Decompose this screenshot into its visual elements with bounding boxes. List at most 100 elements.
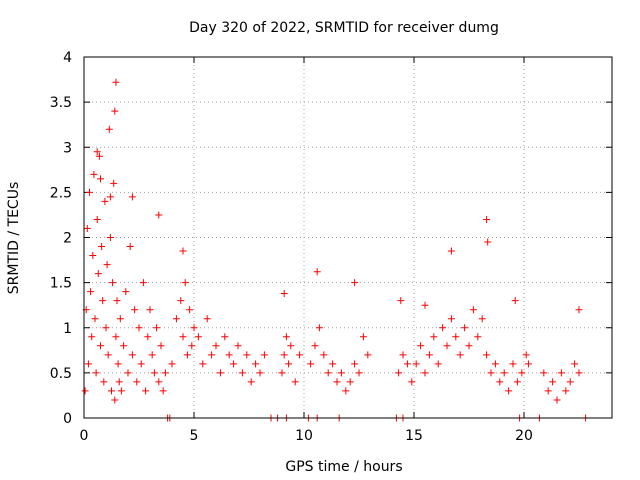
data-point xyxy=(212,342,220,350)
data-point xyxy=(500,369,508,377)
data-point xyxy=(483,215,491,223)
data-point xyxy=(307,360,315,368)
data-point xyxy=(443,342,451,350)
data-point xyxy=(91,315,99,323)
data-point xyxy=(186,306,194,314)
data-point xyxy=(115,378,123,386)
data-point xyxy=(513,378,521,386)
data-point xyxy=(161,369,169,377)
data-point xyxy=(93,215,101,223)
data-point xyxy=(465,342,473,350)
data-point xyxy=(511,297,519,305)
data-point xyxy=(342,387,350,395)
data-point xyxy=(114,360,122,368)
data-point xyxy=(285,360,293,368)
y-axis-label: SRMTID / TECUs xyxy=(6,182,22,295)
data-point xyxy=(474,333,482,341)
data-point xyxy=(112,78,120,86)
data-point xyxy=(311,342,319,350)
data-point xyxy=(333,378,341,386)
data-point xyxy=(135,324,143,332)
data-point xyxy=(83,224,91,232)
y-tick-label: 2 xyxy=(63,231,72,247)
data-point xyxy=(106,193,114,201)
data-point xyxy=(94,270,102,278)
data-point xyxy=(478,315,486,323)
data-point xyxy=(100,378,108,386)
data-point xyxy=(256,369,264,377)
data-point xyxy=(139,279,147,287)
data-point xyxy=(234,342,242,350)
data-point xyxy=(456,351,464,359)
data-point xyxy=(252,360,260,368)
data-point xyxy=(540,369,548,377)
data-point xyxy=(157,342,165,350)
data-point xyxy=(439,324,447,332)
data-point xyxy=(447,315,455,323)
data-point xyxy=(126,243,134,251)
data-point xyxy=(179,247,187,255)
data-point xyxy=(469,306,477,314)
data-point xyxy=(128,193,136,201)
data-point xyxy=(364,351,372,359)
ticks: 0 5 10 15 20 0 0.5 1 1.5 2 2.5 3 3.5 4 xyxy=(50,50,612,444)
data-point xyxy=(150,369,158,377)
data-point xyxy=(146,306,154,314)
data-points xyxy=(81,78,590,422)
data-point xyxy=(84,360,92,368)
data-point xyxy=(278,369,286,377)
data-point xyxy=(522,351,530,359)
data-point xyxy=(88,333,96,341)
data-point xyxy=(484,238,492,246)
data-point xyxy=(203,315,211,323)
data-point xyxy=(208,351,216,359)
data-point xyxy=(159,387,167,395)
data-point xyxy=(346,378,354,386)
y-tick-label: 2.5 xyxy=(50,185,72,201)
data-point xyxy=(111,107,119,115)
data-point xyxy=(315,324,323,332)
data-point xyxy=(93,148,101,156)
data-point xyxy=(153,324,161,332)
data-point xyxy=(425,351,433,359)
data-point xyxy=(408,378,416,386)
data-point xyxy=(575,306,583,314)
data-point xyxy=(287,342,295,350)
data-point xyxy=(131,306,139,314)
data-point xyxy=(216,369,224,377)
data-point xyxy=(282,333,290,341)
data-point xyxy=(106,234,114,241)
data-point xyxy=(397,297,405,305)
data-point xyxy=(337,369,345,377)
y-tick-label: 1.5 xyxy=(50,276,72,292)
data-point xyxy=(117,387,125,395)
data-point xyxy=(359,333,367,341)
data-point xyxy=(571,360,579,368)
y-tick-label: 0 xyxy=(63,411,72,427)
data-point xyxy=(110,179,118,187)
data-point xyxy=(296,351,304,359)
data-point xyxy=(260,351,268,359)
data-point xyxy=(105,125,113,133)
data-point xyxy=(98,243,106,251)
data-point xyxy=(505,387,513,395)
data-point xyxy=(421,369,429,377)
data-point xyxy=(351,279,359,287)
data-point xyxy=(194,333,202,341)
x-tick-label: 5 xyxy=(190,428,199,444)
data-point xyxy=(562,387,570,395)
data-point xyxy=(421,301,429,309)
y-tick-label: 4 xyxy=(63,50,72,66)
data-point xyxy=(87,288,95,296)
data-point xyxy=(518,369,526,377)
data-point xyxy=(111,396,119,404)
data-point xyxy=(238,369,246,377)
data-point xyxy=(412,360,420,368)
grid xyxy=(84,57,612,418)
data-point xyxy=(142,387,150,395)
data-point xyxy=(103,261,111,269)
data-point xyxy=(177,297,185,305)
data-point xyxy=(108,387,115,395)
y-tick-label: 3 xyxy=(63,140,72,156)
